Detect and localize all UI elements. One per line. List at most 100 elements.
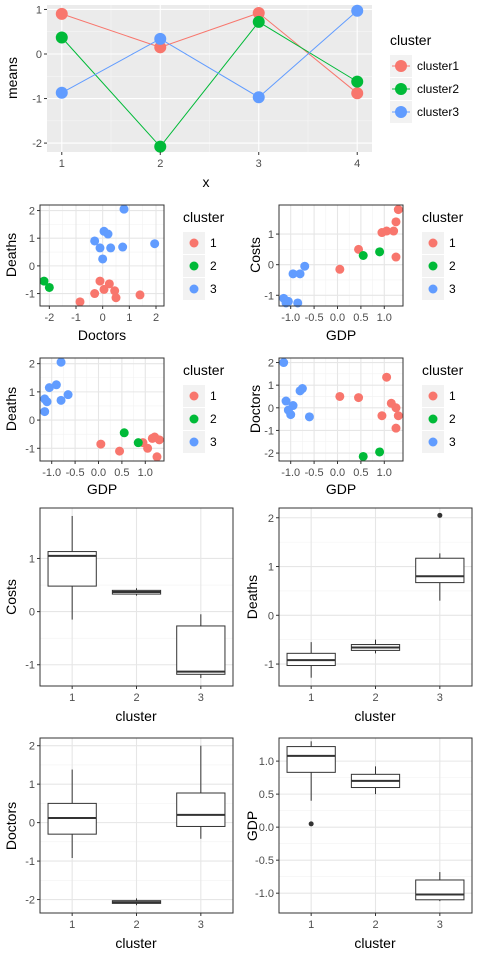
y-tick-label: -2 bbox=[32, 138, 42, 150]
y-tick-label: 0 bbox=[268, 403, 274, 415]
legend-marker bbox=[189, 238, 199, 248]
gdp-doctors-panel-border bbox=[278, 357, 404, 462]
y-tick-label: 1 bbox=[36, 4, 42, 16]
series-line-cluster1 bbox=[61, 12, 358, 94]
legend-marker bbox=[428, 391, 438, 401]
point-cluster3 bbox=[150, 239, 160, 249]
x-axis-title: cluster bbox=[354, 935, 396, 951]
legend-label: 1 bbox=[449, 236, 456, 250]
point-cluster3 bbox=[51, 380, 61, 390]
legend-label: cluster3 bbox=[417, 105, 459, 119]
legend-marker bbox=[428, 261, 438, 271]
legend-marker bbox=[395, 106, 407, 118]
legend-marker bbox=[428, 414, 438, 424]
y-tick-label: 0.0 bbox=[259, 822, 274, 834]
box bbox=[176, 625, 226, 675]
gdp-deaths-panel-border bbox=[39, 357, 165, 462]
legend-marker bbox=[189, 414, 199, 424]
x-tick-label: -0.5 bbox=[305, 312, 324, 324]
x-tick-label: 1 bbox=[308, 919, 314, 931]
point-cluster3 bbox=[63, 390, 73, 400]
y-tick-label: 1.0 bbox=[259, 756, 274, 768]
point-cluster3 bbox=[119, 204, 129, 214]
point-cluster2-2 bbox=[154, 140, 167, 153]
legend: cluster 1 2 3 bbox=[422, 362, 464, 453]
legend-label: 3 bbox=[210, 435, 217, 449]
point-cluster1 bbox=[393, 411, 403, 421]
point-cluster3 bbox=[90, 236, 100, 246]
y-tick-label: 1 bbox=[29, 553, 35, 565]
boxplot-cluster2 bbox=[111, 898, 162, 906]
x-tick-label: 2 bbox=[372, 919, 378, 931]
legend-title: cluster bbox=[422, 209, 464, 225]
y-tick-label: 2 bbox=[268, 513, 274, 525]
point-cluster1 bbox=[110, 286, 120, 296]
gdp-deaths-chart: -1 0 1 2 -1.0 -0.5 0.0 0.5 1.0 GDP Deaths cluster 1 2… bbox=[3, 357, 225, 497]
y-tick-label: -1 bbox=[264, 425, 274, 437]
series-line-cluster2 bbox=[61, 21, 358, 148]
y-tick-label: 0 bbox=[29, 261, 35, 273]
point-cluster1 bbox=[143, 443, 153, 453]
y-axis-title: Deaths bbox=[244, 575, 260, 619]
boxplot-cluster1 bbox=[286, 741, 336, 827]
point-cluster2 bbox=[44, 282, 54, 292]
box bbox=[176, 792, 226, 827]
box-gdp-chart: -1.0 -0.5 0.0 0.5 1.0 1 2 3 cluster GDP bbox=[244, 737, 473, 951]
x-tick-label: 3 bbox=[198, 919, 204, 931]
x-tick-label: 2 bbox=[133, 692, 139, 704]
point-cluster1 bbox=[382, 372, 392, 382]
legend-label: 2 bbox=[449, 259, 456, 273]
legend-label: 3 bbox=[210, 282, 217, 296]
y-axis-title: Deaths bbox=[3, 233, 19, 277]
point-cluster1 bbox=[111, 293, 121, 303]
point-cluster2 bbox=[358, 251, 368, 260]
point-cluster1 bbox=[354, 244, 364, 254]
legend-label: 2 bbox=[210, 412, 217, 426]
y-axis-title: means bbox=[4, 57, 20, 99]
x-tick-label: -1.0 bbox=[42, 467, 61, 479]
point-cluster3 bbox=[304, 412, 314, 422]
point-cluster1 bbox=[391, 423, 401, 433]
y-axis-title: Doctors bbox=[3, 802, 19, 850]
legend: cluster cluster1 cluster2 cluster3 bbox=[390, 32, 459, 123]
gdp-costs-panel bbox=[279, 205, 403, 306]
legend-title: cluster bbox=[183, 362, 225, 378]
point-cluster1 bbox=[135, 290, 145, 300]
boxplot-cluster3 bbox=[415, 512, 465, 601]
legend-marker bbox=[189, 261, 199, 271]
x-axis-title: GDP bbox=[326, 327, 356, 343]
point-cluster3 bbox=[44, 383, 54, 393]
gdp-costs-chart: -1 0 1 -1.0 -0.5 0.0 0.5 1.0 GDP Costs cluster 1 2 3 bbox=[247, 204, 464, 343]
point-cluster2 bbox=[358, 451, 368, 461]
y-tick-label: 0 bbox=[29, 607, 35, 619]
outlier-point bbox=[437, 512, 443, 518]
y-tick-label: -2 bbox=[25, 895, 35, 907]
y-tick-label: 1 bbox=[268, 562, 274, 574]
y-tick-label: 1 bbox=[29, 387, 35, 399]
point-cluster2 bbox=[39, 276, 49, 286]
y-tick-label: -1 bbox=[25, 443, 35, 455]
y-tick-label: 0 bbox=[268, 260, 274, 272]
boxplot-cluster2 bbox=[350, 639, 401, 654]
legend-label: cluster2 bbox=[417, 82, 459, 96]
series-line-cluster3 bbox=[61, 10, 358, 98]
point-cluster3-4 bbox=[351, 4, 364, 17]
boxplot-cluster2 bbox=[350, 766, 401, 795]
y-tick-label: 1 bbox=[268, 380, 274, 392]
y-tick-label: 2 bbox=[29, 359, 35, 371]
x-tick-label: -0.5 bbox=[305, 467, 324, 479]
legend-title: cluster bbox=[390, 32, 432, 48]
y-tick-label: -1 bbox=[264, 659, 274, 671]
doctors-deaths-chart: -1 0 1 2 -2 -1 0 1 2 Doctors Deaths cluster 1 2 3 bbox=[3, 204, 225, 343]
point-cluster1 bbox=[104, 279, 114, 289]
y-axis-title: Doctors bbox=[247, 385, 263, 433]
point-cluster3 bbox=[106, 243, 116, 253]
legend-marker bbox=[428, 238, 438, 248]
x-tick-label: 1 bbox=[69, 692, 75, 704]
x-tick-label: 3 bbox=[256, 158, 262, 170]
point-cluster1 bbox=[391, 217, 401, 227]
x-tick-label: -1 bbox=[71, 312, 81, 324]
legend-marker bbox=[428, 284, 438, 294]
point-cluster3-3 bbox=[252, 91, 265, 104]
